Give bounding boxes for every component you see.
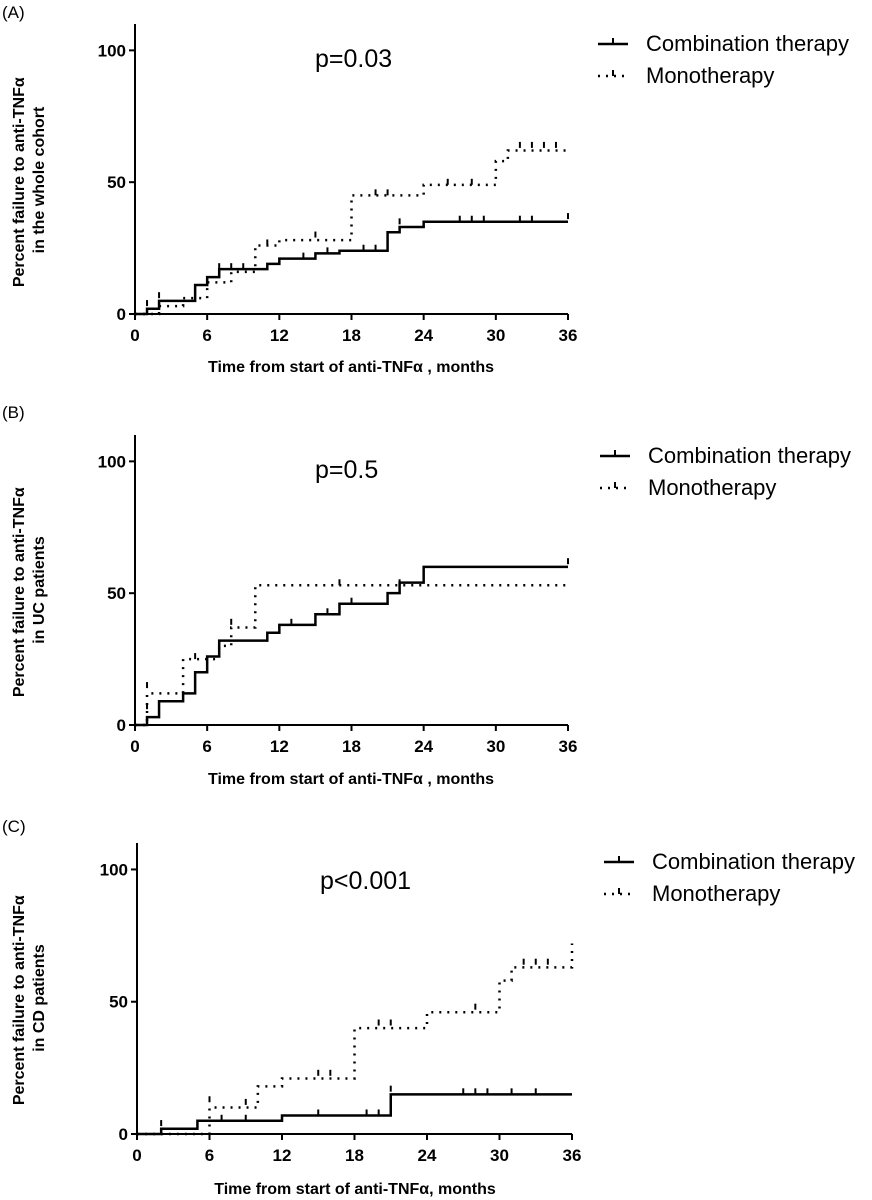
x-axis-label: Time from start of anti-TNFα, months <box>214 1181 496 1198</box>
legend-label-combination: Combination therapy <box>646 31 849 56</box>
y-axis-label-line1: Percent failure to anti-TNFα <box>11 77 28 287</box>
legend-label-combination: Combination therapy <box>648 443 851 468</box>
series-marks <box>137 943 574 1136</box>
x-tick-label: 36 <box>563 1146 582 1165</box>
x-tick-label: 0 <box>130 737 139 756</box>
y-tick-label: 50 <box>107 173 126 192</box>
series-line-monotherapy <box>135 149 568 316</box>
y-axis-label: Percent failure to anti-TNFα in UC patie… <box>11 483 48 697</box>
x-tick-label: 24 <box>418 1146 437 1165</box>
x-tick-label: 36 <box>559 326 578 345</box>
x-tick-label: 6 <box>202 737 211 756</box>
series-line-monotherapy <box>135 584 568 727</box>
x-tick-label: 12 <box>270 737 289 756</box>
series-line-combination <box>137 1093 572 1136</box>
legend-label-combination: Combination therapy <box>652 849 855 874</box>
p-value: p=0.03 <box>315 45 392 73</box>
panel-c: (C) p<0.001 0 6 12 18 24 30 36 0 50 100 Time from… <box>2 817 855 1198</box>
legend-label-monotherapy: Monotherapy <box>646 63 774 88</box>
x-tick-label: 30 <box>486 326 505 345</box>
axes: 0 6 12 18 24 30 36 0 50 100 <box>98 435 578 756</box>
x-tick-label: 24 <box>414 737 433 756</box>
legend: Combination therapy Monotherapy <box>600 443 851 500</box>
y-axis-label: Percent failure to anti-TNFα in the whol… <box>11 73 48 287</box>
x-tick-label: 18 <box>342 737 361 756</box>
x-tick-label: 36 <box>559 737 578 756</box>
legend-label-monotherapy: Monotherapy <box>652 881 780 906</box>
legend-label-monotherapy: Monotherapy <box>648 475 776 500</box>
y-tick-label: 0 <box>117 716 126 735</box>
x-tick-label: 30 <box>490 1146 509 1165</box>
y-axis-label-line1: Percent failure to anti-TNFα <box>11 487 28 697</box>
x-tick-label: 0 <box>132 1146 141 1165</box>
p-value: p=0.5 <box>315 456 378 484</box>
y-axis-label-line2: in UC patients <box>31 536 48 644</box>
series-line-combination <box>135 565 568 727</box>
series-marks <box>135 141 569 316</box>
x-tick-label: 18 <box>345 1146 364 1165</box>
x-axis-label: Time from start of anti-TNFα , months <box>208 771 494 788</box>
x-tick-label: 0 <box>130 326 139 345</box>
x-axis-label: Time from start of anti-TNFα , months <box>208 359 494 376</box>
axes: 0 6 12 18 24 30 36 0 50 100 <box>100 843 582 1165</box>
panel-label: (A) <box>2 3 25 22</box>
x-tick-label: 18 <box>342 326 361 345</box>
y-axis-label-line2: in the whole cohort <box>31 106 48 253</box>
y-tick-label: 100 <box>100 860 128 879</box>
axes: 0 6 12 18 24 30 36 0 50 100 <box>98 24 578 345</box>
x-tick-label: 24 <box>414 326 433 345</box>
series-line-combination <box>135 220 568 316</box>
y-tick-label: 0 <box>119 1125 128 1144</box>
x-tick-label: 12 <box>270 326 289 345</box>
x-tick-label: 6 <box>202 326 211 345</box>
y-tick-label: 100 <box>98 41 126 60</box>
y-axis-label-line1: Percent failure to anti-TNFα <box>11 895 28 1105</box>
legend: Combination therapy Monotherapy <box>604 849 855 906</box>
x-tick-label: 30 <box>486 737 505 756</box>
panel-label: (C) <box>2 817 26 836</box>
legend: Combination therapy Monotherapy <box>598 31 849 88</box>
y-tick-label: 0 <box>117 305 126 324</box>
y-axis-label-line2: in CD patients <box>31 944 48 1052</box>
y-tick-label: 50 <box>107 584 126 603</box>
p-value: p<0.001 <box>320 867 411 895</box>
series-marks <box>135 558 569 727</box>
panel-label: (B) <box>2 403 25 422</box>
series-line-monotherapy <box>137 943 574 1136</box>
x-tick-label: 6 <box>205 1146 214 1165</box>
y-tick-label: 100 <box>98 452 126 471</box>
x-tick-label: 12 <box>273 1146 292 1165</box>
y-axis-label: Percent failure to anti-TNFα in CD patie… <box>11 891 48 1105</box>
panel-b: (B) p=0.5 0 6 12 18 24 30 36 0 50 100 Time from s… <box>2 403 851 788</box>
panel-a: (A) p=0.03 0 6 12 18 24 30 36 0 50 100 Time from … <box>2 3 849 376</box>
y-tick-label: 50 <box>109 993 128 1012</box>
